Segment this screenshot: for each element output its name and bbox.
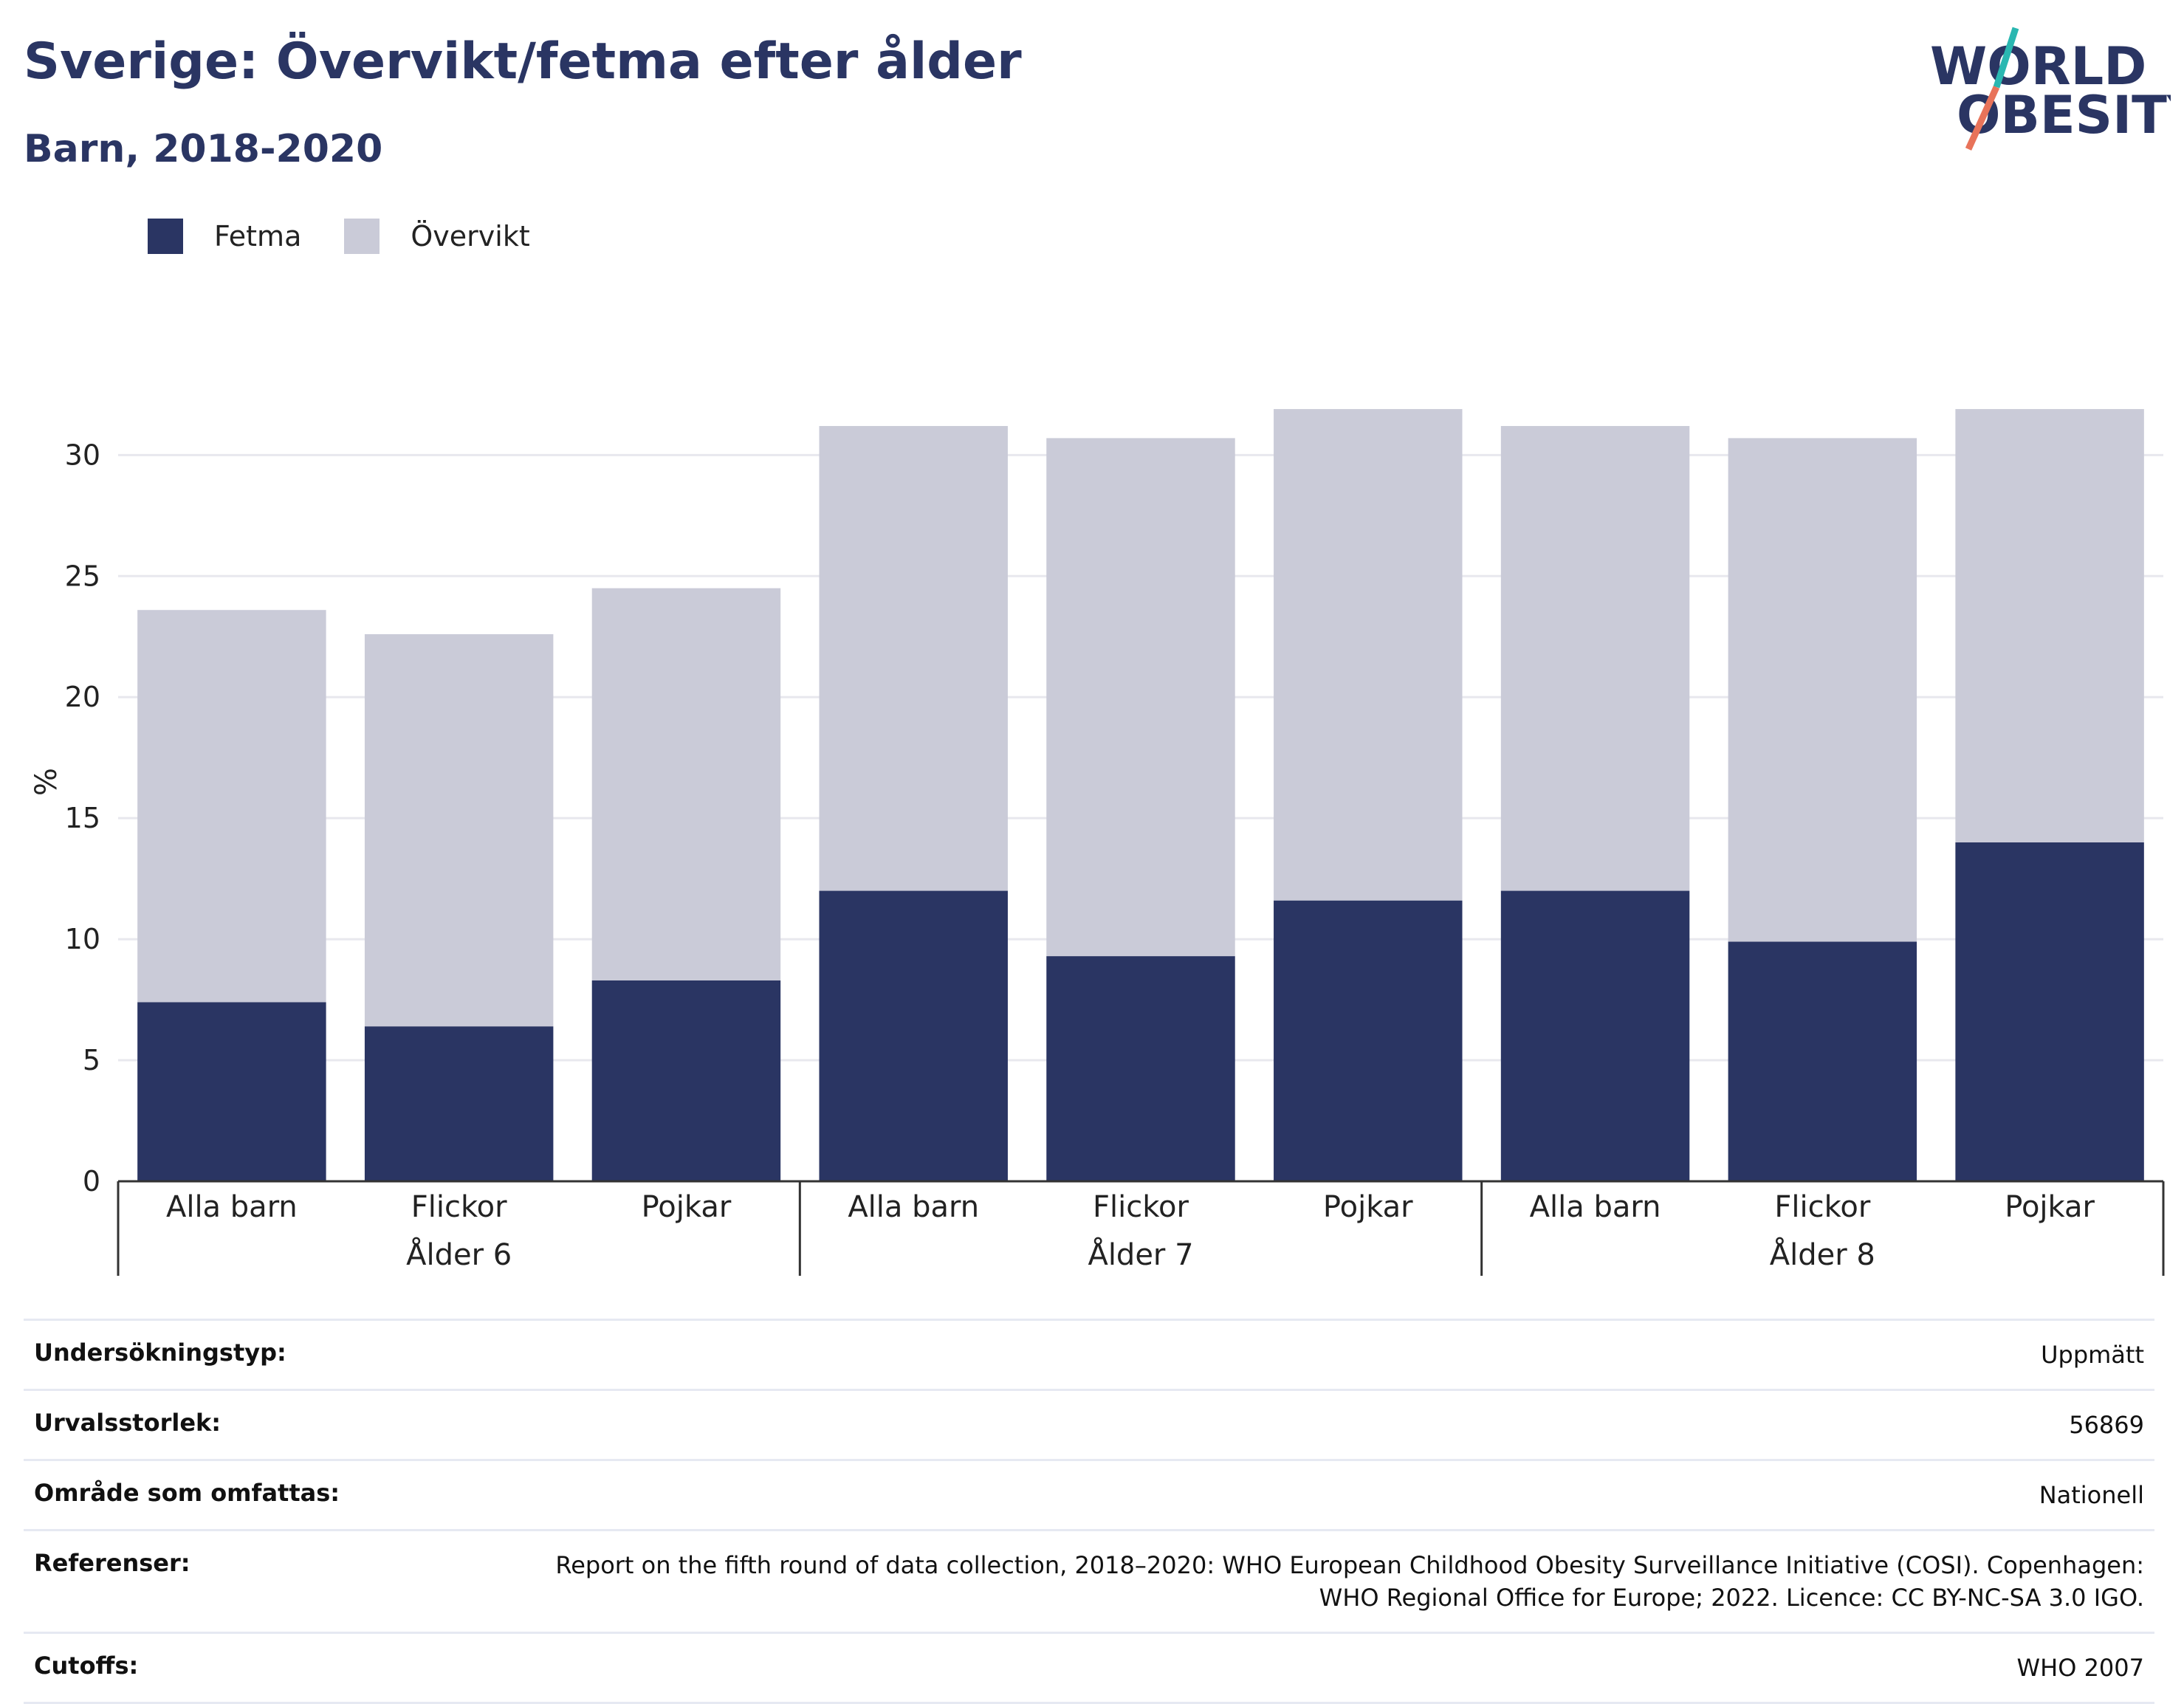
bar-fetma [1274, 900, 1463, 1181]
y-tick-label: 20 [65, 681, 100, 713]
x-category-label: Alla barn [166, 1190, 298, 1224]
info-value: Uppmätt [2041, 1341, 2144, 1369]
info-label: Cutoffs: [34, 1652, 139, 1680]
y-axis-label: % [30, 768, 63, 796]
bar-fetma [1728, 941, 1917, 1181]
legend-label-overvikt: Övervikt [411, 220, 530, 252]
y-tick-label: 10 [65, 923, 100, 955]
bar-overvikt [1274, 409, 1463, 901]
logo-slash-top [1993, 27, 2019, 89]
info-label: Referenser: [34, 1549, 190, 1577]
legend-item-overvikt[interactable]: Övervikt [344, 219, 530, 254]
bar-fetma [364, 1026, 554, 1181]
bar-fetma [819, 890, 1008, 1181]
info-row-cutoffs: Cutoffs: WHO 2007 [24, 1632, 2154, 1704]
chart-subtitle: Barn, 2018-2020 [24, 127, 383, 171]
x-category-label: Flickor [411, 1190, 507, 1224]
x-group-label: Ålder 8 [1770, 1237, 1875, 1272]
bar-fetma [1500, 890, 1690, 1181]
x-group-label: Ålder 7 [1088, 1237, 1193, 1272]
x-category-label: Alla barn [848, 1190, 979, 1224]
bar-overvikt [1046, 438, 1235, 957]
x-category-label: Pojkar [2005, 1190, 2095, 1224]
x-category-label: Pojkar [642, 1190, 732, 1224]
info-row-area: Område som omfattas: Nationell [24, 1459, 2154, 1529]
bar-overvikt [591, 588, 781, 980]
y-tick-label: 5 [83, 1044, 100, 1076]
x-category-label: Pojkar [1323, 1190, 1413, 1224]
x-category-label: Flickor [1774, 1190, 1870, 1224]
x-category-label: Alla barn [1530, 1190, 1661, 1224]
info-row-survey-type: Undersökningstyp: Uppmätt [24, 1319, 2154, 1389]
legend-item-fetma[interactable]: Fetma [148, 219, 301, 254]
legend-swatch-fetma [148, 219, 183, 254]
chart-title: Sverige: Övervikt/fetma efter ålder [24, 32, 1022, 91]
bar-fetma [1046, 956, 1235, 1181]
bar-overvikt [1500, 426, 1690, 891]
info-value: Report on the fifth round of data collec… [555, 1551, 2144, 1612]
info-label: Område som omfattas: [34, 1479, 340, 1507]
y-tick-label: 0 [83, 1165, 100, 1198]
y-tick-label: 25 [65, 560, 100, 592]
info-value: 56869 [2069, 1411, 2144, 1439]
info-table: Undersökningstyp: Uppmätt Urvalsstorlek:… [24, 1319, 2154, 1704]
info-row-sample-size: Urvalsstorlek: 56869 [24, 1389, 2154, 1459]
y-tick-label: 30 [65, 439, 100, 471]
bar-fetma [137, 1002, 326, 1181]
chart-legend: Fetma Övervikt [148, 219, 573, 254]
bar-overvikt [819, 426, 1008, 891]
info-value: WHO 2007 [2016, 1654, 2145, 1682]
world-obesity-logo: WORLD OBESITY [1930, 27, 2171, 151]
y-tick-label: 15 [65, 802, 100, 834]
info-row-references: Referenser: Report on the fifth round of… [24, 1529, 2154, 1632]
x-group-label: Ålder 6 [406, 1237, 512, 1272]
x-category-label: Flickor [1093, 1190, 1189, 1224]
legend-swatch-overvikt [344, 219, 380, 254]
logo-slash-bottom [1965, 86, 2000, 151]
stacked-bar-chart: 0 5 10 15 20 25 30% Alla barn Flickor Pojkar Alla … [30, 409, 2165, 1276]
legend-label-fetma: Fetma [214, 220, 302, 252]
bar-overvikt [137, 610, 326, 1003]
logo-text-world: WORLD [1930, 36, 2146, 97]
info-label: Urvalsstorlek: [34, 1409, 222, 1437]
bar-fetma [591, 980, 781, 1181]
info-value: Nationell [2039, 1481, 2144, 1509]
info-label: Undersökningstyp: [34, 1339, 286, 1367]
bar-overvikt [1728, 438, 1917, 942]
logo-text-obesity: OBESITY [1957, 85, 2171, 145]
bar-overvikt [364, 633, 554, 1027]
bar-overvikt [1955, 409, 2144, 842]
bar-fetma [1955, 842, 2144, 1181]
